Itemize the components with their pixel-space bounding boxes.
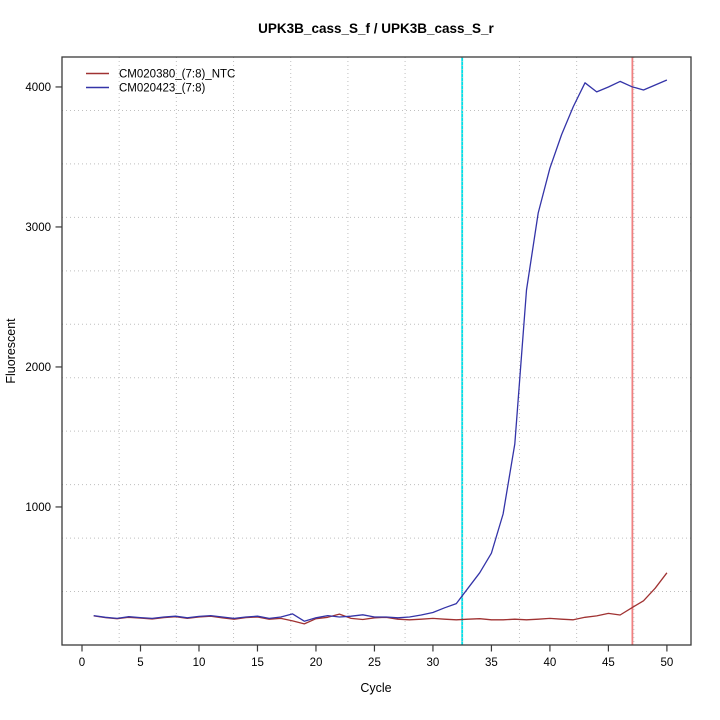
x-tick-label: 0	[79, 657, 85, 669]
chart-title: UPK3B_cass_S_f / UPK3B_cass_S_r	[258, 21, 494, 36]
x-axis-label: Cycle	[360, 681, 391, 695]
legend-label-ntc: CM020380_(7:8)_NTC	[119, 69, 235, 81]
x-tick-label: 30	[427, 657, 440, 669]
legend-item: CM020423_(7:8)	[86, 83, 205, 95]
y-tick-label: 4000	[25, 82, 51, 94]
y-axis-label: Fluorescent	[4, 318, 18, 384]
x-tick-label: 35	[485, 657, 498, 669]
x-tick-label: 45	[602, 657, 615, 669]
x-tick-label: 10	[193, 657, 206, 669]
plot-area: 0 5 10 15 20 25 30 35 40 45 50 1000 2000 3000 4000	[25, 56, 692, 669]
legend: CM020380_(7:8)_NTC CM020423_(7:8)	[86, 69, 235, 95]
y-tick-label: 3000	[25, 222, 51, 234]
x-tick-label: 20	[310, 657, 323, 669]
series-line-CM020423_(7:8)	[93, 79, 668, 622]
x-tick-label: 15	[251, 657, 264, 669]
legend-item: CM020380_(7:8)_NTC	[86, 69, 235, 81]
x-tick-label: 5	[137, 657, 143, 669]
x-tick-label: 25	[368, 657, 381, 669]
y-tick-label: 2000	[25, 362, 51, 374]
y-tick-label: 1000	[25, 502, 51, 514]
x-tick-label: 50	[661, 657, 674, 669]
x-tick-label: 40	[544, 657, 557, 669]
legend-label-sample: CM020423_(7:8)	[119, 83, 205, 95]
plot-border	[61, 56, 692, 646]
